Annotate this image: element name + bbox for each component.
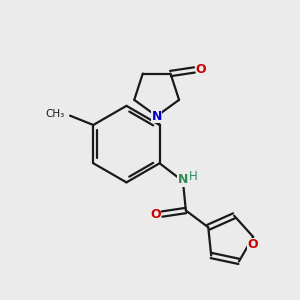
Text: N: N <box>178 173 188 186</box>
Text: O: O <box>248 238 259 251</box>
Text: O: O <box>196 63 206 76</box>
Text: H: H <box>189 170 198 183</box>
Text: O: O <box>150 208 161 220</box>
Text: CH₃: CH₃ <box>46 109 65 119</box>
Text: N: N <box>152 110 162 123</box>
